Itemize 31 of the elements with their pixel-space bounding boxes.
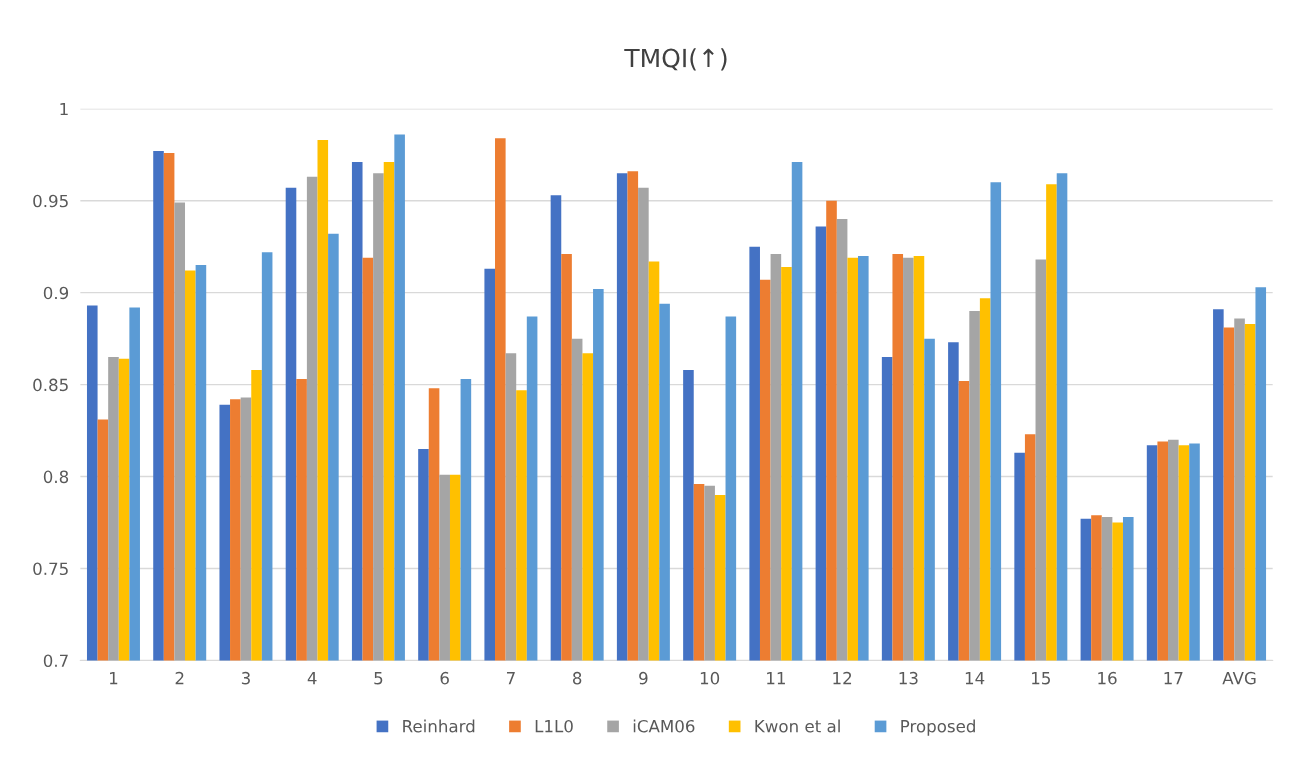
y-tick-label: 0.9: [43, 286, 69, 300]
x-tick-label: 17: [1164, 672, 1183, 685]
y-tick-label: 0.75: [33, 562, 68, 576]
x-tick-label: 14: [965, 672, 985, 685]
x-tick-label: 12: [833, 671, 852, 685]
y-tick-label: 0.7: [43, 654, 68, 668]
chart-title: TMQI(↑): [624, 48, 727, 71]
legend-label: Reinhard: [403, 719, 475, 733]
y-tick-label: 1: [60, 102, 68, 116]
y-tick-label: 0.85: [33, 378, 68, 392]
x-tick-label: 3: [241, 671, 250, 685]
y-tick-label: 0.95: [33, 194, 68, 208]
x-tick-label: 6: [440, 671, 449, 685]
x-tick-label: 2: [175, 671, 184, 685]
legend-label: Proposed: [901, 719, 975, 736]
x-tick-label: 7: [506, 672, 515, 685]
x-tick-label: 11: [767, 672, 785, 685]
x-tick-label: 8: [572, 671, 582, 685]
legend-label: iCAM06: [633, 719, 695, 733]
x-tick-label: AVG: [1222, 671, 1256, 685]
legend-label: Kwon et al: [755, 719, 840, 733]
x-tick-label: 9: [639, 671, 648, 685]
x-tick-label: 5: [374, 672, 383, 685]
y-tick-label: 0.8: [43, 470, 69, 484]
x-tick-label: 1: [110, 672, 118, 685]
x-tick-label: 15: [1032, 672, 1050, 685]
x-tick-label: 16: [1098, 671, 1117, 685]
x-tick-label: 10: [700, 671, 720, 685]
legend-label: L1L0: [535, 719, 573, 733]
x-tick-label: 13: [899, 671, 918, 685]
x-tick-label: 4: [307, 672, 317, 685]
